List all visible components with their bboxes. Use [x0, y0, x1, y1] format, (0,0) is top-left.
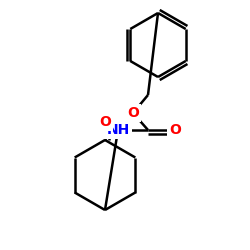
Text: O: O [169, 123, 181, 137]
Text: O: O [127, 106, 139, 120]
Text: O: O [99, 115, 111, 129]
Text: NH: NH [106, 123, 130, 137]
